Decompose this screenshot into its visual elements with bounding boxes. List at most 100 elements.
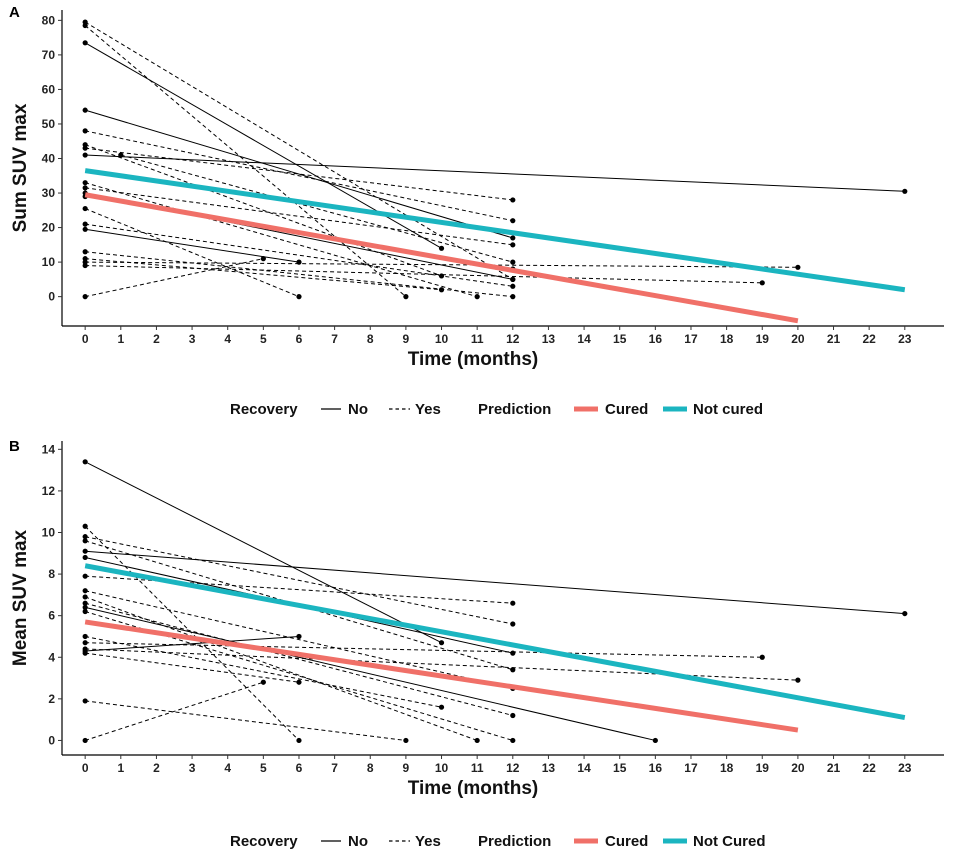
x-tick-label: 13 <box>542 761 556 775</box>
x-tick-label: 4 <box>224 332 231 346</box>
x-tick-label: 5 <box>260 761 267 775</box>
patient-point <box>82 633 88 640</box>
legend-recovery-title: Recovery <box>230 833 298 850</box>
patient-point <box>510 294 516 300</box>
patient-line <box>84 42 442 249</box>
patient-line <box>85 602 513 716</box>
patient-point <box>260 256 266 262</box>
patient-point <box>510 218 516 224</box>
patient-line <box>85 258 264 298</box>
x-tick-label: 9 <box>403 761 410 775</box>
patient-point <box>510 737 516 744</box>
patient-point <box>652 737 658 744</box>
x-tick-label: 20 <box>791 332 805 346</box>
patient-point <box>82 594 88 600</box>
patient-point <box>82 737 88 744</box>
x-tick-label: 7 <box>331 761 338 775</box>
patient-line <box>84 525 300 741</box>
patient-line <box>85 540 513 671</box>
x-tick-label: 16 <box>649 332 663 346</box>
x-tick-label: 12 <box>506 761 520 775</box>
patient-point <box>82 226 88 232</box>
x-tick-label: 13 <box>542 332 556 346</box>
patient-point <box>82 548 88 554</box>
x-tick-label: 4 <box>224 761 231 775</box>
x-tick-label: 2 <box>153 761 160 775</box>
patient-point <box>795 264 801 270</box>
patient-point <box>82 128 88 134</box>
panel-b: B 0 2 4 6 8 10 12 14 0 1 2 3 4 5 6 7 8 9 10 11 12 13 14 15 16 17 1… <box>0 431 957 862</box>
x-tick-label: 22 <box>862 761 876 775</box>
patient-point <box>260 679 266 685</box>
y-tick-label: 60 <box>42 82 56 96</box>
x-tick-label: 23 <box>898 761 912 775</box>
patient-point <box>510 235 516 241</box>
x-axis-title: Time (months) <box>408 778 539 799</box>
legend-prediction-title: Prediction <box>478 401 551 418</box>
y-tick-label: 40 <box>42 152 56 166</box>
legend-prediction-title: Prediction <box>478 833 551 850</box>
patient-point <box>82 294 88 300</box>
x-tick-label: 23 <box>898 332 912 346</box>
panel-a-label: A <box>9 4 20 21</box>
y-tick-label: 80 <box>42 13 56 27</box>
x-tick-label: 2 <box>153 332 160 346</box>
y-tick-label: 12 <box>42 484 56 498</box>
patient-point <box>510 600 516 606</box>
x-tick-label: 18 <box>720 761 734 775</box>
patient-line <box>84 596 478 741</box>
patient-point <box>510 650 516 656</box>
patient-line <box>85 635 442 708</box>
legend-notcured-label: Not cured <box>693 401 763 418</box>
legend-no-label: No <box>348 833 368 850</box>
patient-point <box>82 145 88 151</box>
x-tick-label: 15 <box>613 761 627 775</box>
x-axis-title: Time (months) <box>408 349 539 370</box>
patient-point <box>438 245 445 251</box>
x-tick-label: 14 <box>577 332 591 346</box>
patient-point <box>438 273 445 279</box>
patient-point <box>902 188 908 194</box>
x-tick-label: 12 <box>506 332 520 346</box>
x-tick-label: 1 <box>117 332 124 346</box>
patient-point <box>82 646 88 652</box>
y-tick-label: 6 <box>48 609 55 623</box>
y-tick-label: 10 <box>42 255 56 269</box>
x-tick-label: 15 <box>613 332 627 346</box>
patient-point <box>82 640 88 646</box>
patient-point <box>403 737 409 744</box>
patient-point <box>510 283 516 289</box>
patient-point <box>82 205 88 212</box>
x-tick-label: 5 <box>260 332 267 346</box>
patient-point <box>82 185 88 191</box>
y-tick-label: 4 <box>48 650 55 664</box>
patient-point <box>82 40 88 46</box>
x-tick-label: 20 <box>791 761 805 775</box>
patient-point <box>82 608 88 615</box>
patient-point <box>82 534 88 540</box>
x-tick-label: 8 <box>367 761 374 775</box>
patient-point <box>296 259 302 265</box>
patient-line <box>85 265 763 284</box>
patient-point <box>82 698 88 704</box>
patient-point <box>82 152 88 158</box>
patient-line <box>84 25 407 298</box>
patient-point <box>474 737 480 744</box>
x-tick-label: 6 <box>296 332 303 346</box>
patient-line <box>85 681 264 741</box>
patient-line <box>85 611 513 741</box>
x-tick-label: 11 <box>471 761 484 775</box>
prediction-line-not-cured <box>84 563 906 721</box>
y-tick-label: 14 <box>42 442 56 456</box>
patient-point <box>510 242 516 248</box>
legend-recovery-title: Recovery <box>230 401 298 418</box>
patient-line <box>85 550 905 615</box>
patient-point <box>82 259 88 265</box>
prediction-line-cured <box>84 619 799 733</box>
patient-point <box>902 610 908 617</box>
patient-point <box>510 259 516 265</box>
patient-line <box>85 652 300 683</box>
x-tick-label: 17 <box>684 332 698 346</box>
